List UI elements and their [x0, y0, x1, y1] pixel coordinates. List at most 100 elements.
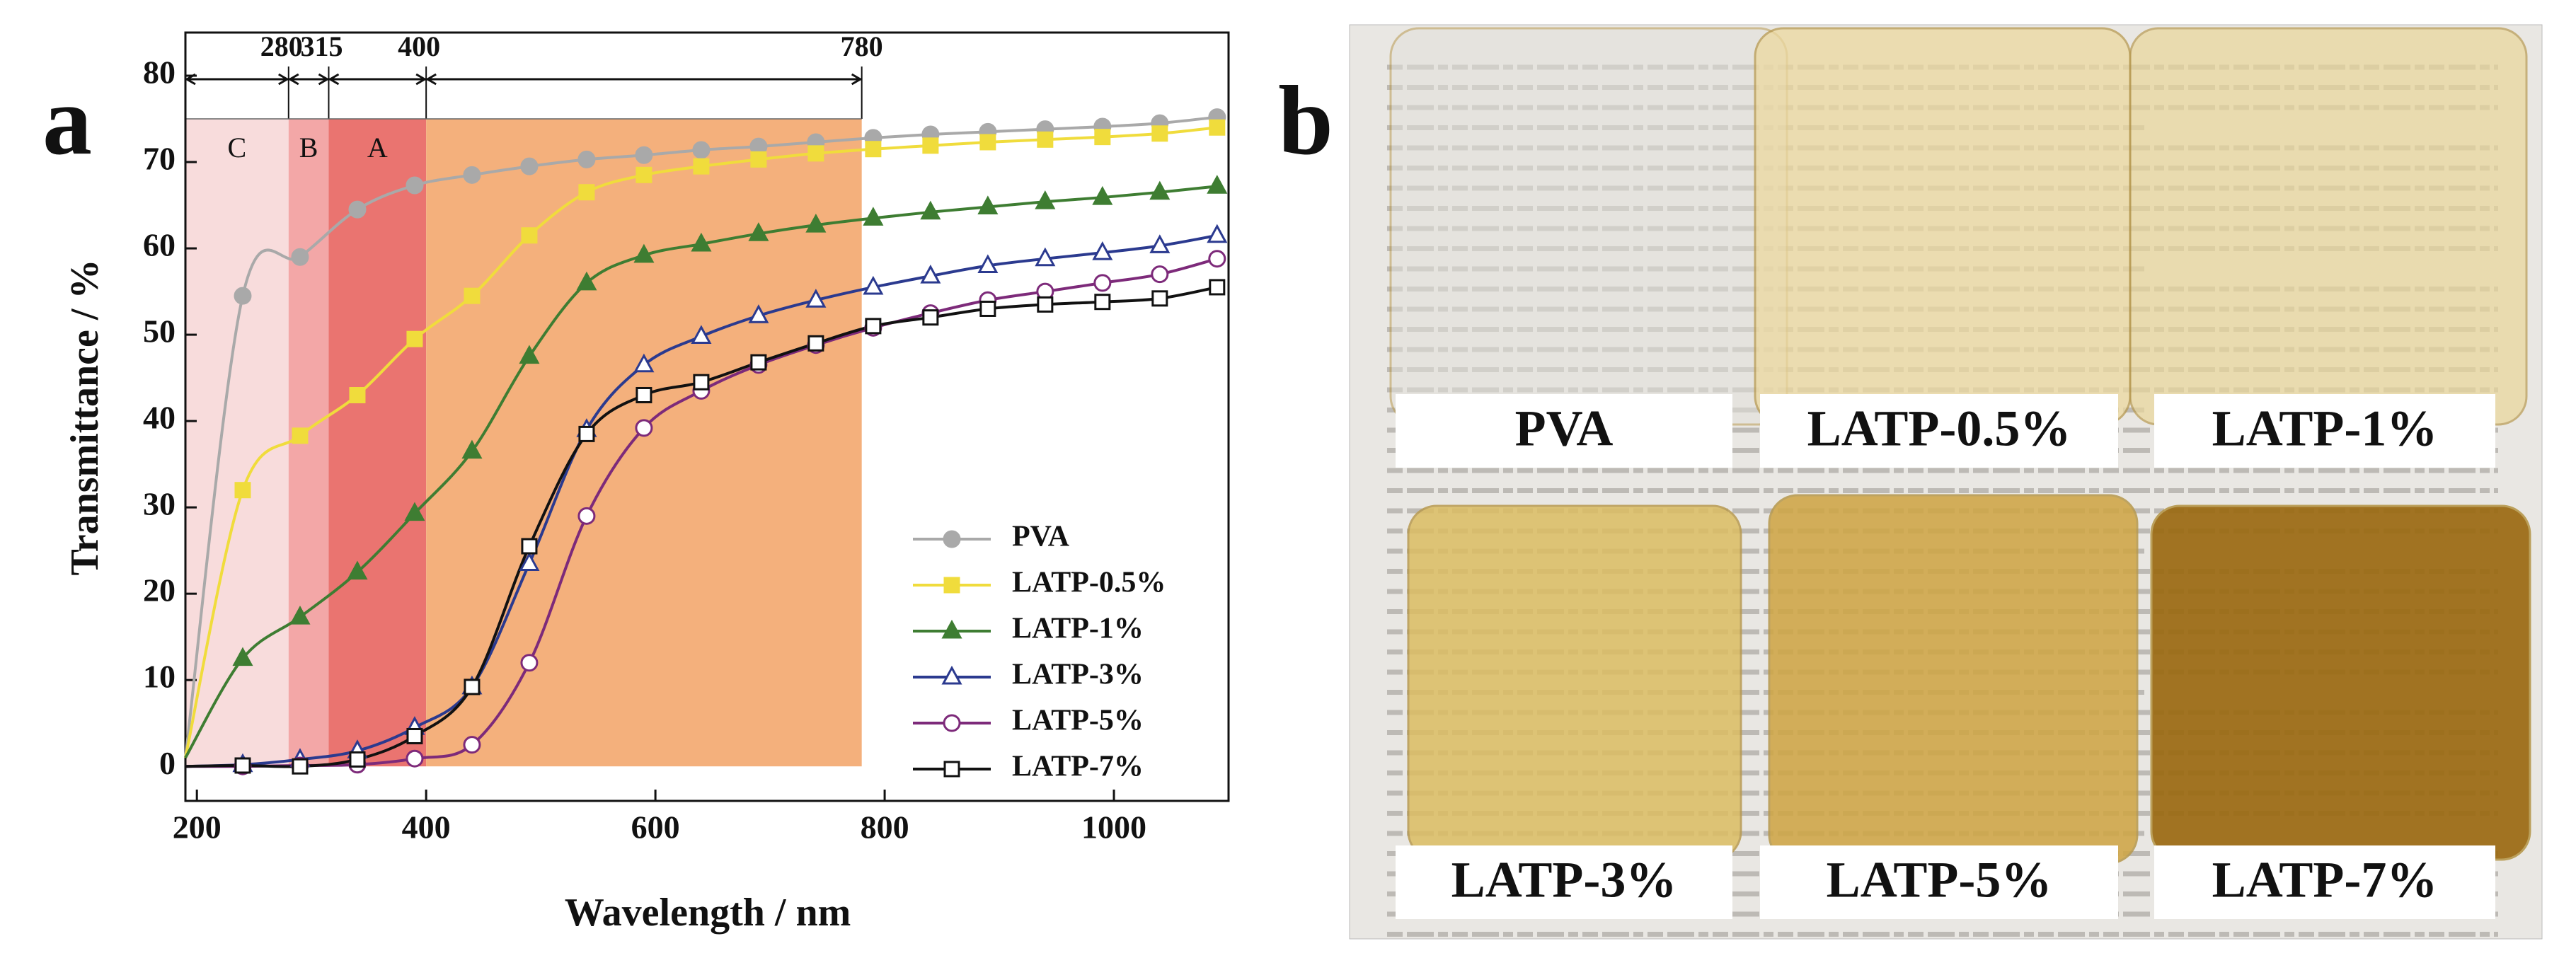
- marker: [691, 232, 712, 252]
- marker: [348, 200, 367, 219]
- marker: [636, 166, 652, 183]
- film-sample: [1754, 27, 2132, 426]
- marker: [941, 619, 962, 639]
- marker: [633, 353, 655, 373]
- region-label: A: [367, 132, 388, 163]
- uv-region: [328, 119, 427, 767]
- marker: [1035, 190, 1056, 209]
- label-box: [1760, 394, 2118, 468]
- label-box: [2154, 845, 2495, 919]
- sample-label: LATP-5%: [1827, 852, 2052, 908]
- bracket-arrow: [425, 73, 863, 86]
- uv-region: [426, 119, 862, 767]
- marker: [750, 354, 767, 371]
- marker: [291, 248, 309, 266]
- legend-label: LATP-0.5%: [1012, 567, 1166, 599]
- marker: [519, 345, 540, 364]
- marker: [406, 330, 423, 347]
- marker: [1151, 265, 1169, 284]
- panel-label: b: [1278, 66, 1333, 175]
- y-tick-label: 40: [143, 400, 176, 436]
- marker: [943, 714, 961, 732]
- marker: [577, 507, 596, 525]
- bound-label: 280: [260, 30, 303, 62]
- marker: [1149, 180, 1171, 200]
- marker: [633, 243, 655, 263]
- marker: [1094, 129, 1111, 146]
- marker: [1207, 224, 1228, 243]
- marker: [1092, 241, 1113, 260]
- marker: [292, 427, 309, 444]
- marker: [1209, 119, 1226, 136]
- marker: [693, 158, 710, 175]
- film-sample: [1768, 494, 2139, 865]
- y-tick-label: 50: [143, 313, 176, 350]
- x-tick-label: 200: [173, 809, 222, 845]
- marker: [1208, 250, 1226, 268]
- marker: [461, 439, 483, 459]
- marker: [748, 222, 769, 241]
- y-tick-label: 20: [143, 572, 176, 608]
- marker: [1094, 294, 1111, 311]
- panel-label: a: [42, 66, 92, 175]
- marker: [977, 254, 999, 273]
- x-axis-title: Wavelength / nm: [565, 891, 851, 935]
- marker: [920, 200, 941, 220]
- marker: [406, 727, 423, 744]
- marker: [636, 386, 652, 403]
- marker: [521, 538, 538, 555]
- marker: [1151, 125, 1168, 142]
- legend-label: LATP-3%: [1012, 659, 1144, 691]
- y-tick-label: 60: [143, 227, 176, 263]
- photo: PVA LATP-0.5% LATP-1% LATP-3% LATP-5% LATP-7%: [1349, 24, 2543, 940]
- marker: [234, 287, 252, 305]
- label-box: [1396, 845, 1732, 919]
- marker: [807, 145, 824, 162]
- legend-label: PVA: [1012, 521, 1070, 553]
- marker: [578, 425, 595, 442]
- marker: [1093, 274, 1112, 292]
- marker: [404, 502, 425, 521]
- y-tick-label: 10: [143, 659, 176, 695]
- marker: [406, 176, 424, 195]
- marker: [463, 736, 481, 754]
- marker: [863, 207, 884, 226]
- film-sample: [2150, 504, 2531, 861]
- marker: [920, 264, 941, 284]
- uv-region: [185, 119, 289, 767]
- label-box: [2154, 394, 2495, 468]
- legend-label: LATP-1%: [1012, 613, 1144, 645]
- sample-label: LATP-0.5%: [1807, 400, 2071, 457]
- marker: [693, 374, 710, 391]
- x-tick-label: 800: [861, 809, 909, 845]
- marker: [865, 318, 882, 335]
- marker: [977, 195, 999, 214]
- marker: [1149, 234, 1171, 253]
- marker: [347, 560, 368, 580]
- bound-label: 315: [300, 30, 343, 62]
- legend-label: LATP-7%: [1012, 751, 1144, 783]
- marker: [464, 679, 481, 695]
- marker: [691, 325, 712, 345]
- marker: [1037, 296, 1054, 313]
- marker: [863, 275, 884, 295]
- label-box: [1396, 394, 1732, 468]
- marker: [1092, 185, 1113, 205]
- marker: [635, 419, 653, 437]
- x-tick-label: 400: [402, 809, 451, 845]
- marker: [464, 287, 481, 304]
- legend-label: LATP-5%: [1012, 705, 1144, 737]
- marker: [292, 758, 309, 775]
- y-axis-title: Transmittance / %: [63, 260, 107, 576]
- marker: [349, 386, 366, 403]
- y-tick-label: 0: [159, 745, 176, 781]
- sample-label: LATP-1%: [2212, 400, 2438, 457]
- marker: [943, 577, 960, 594]
- marker: [578, 184, 595, 201]
- marker: [406, 749, 424, 768]
- marker: [289, 605, 311, 625]
- marker: [521, 227, 538, 244]
- marker: [943, 530, 961, 548]
- marker: [805, 213, 827, 233]
